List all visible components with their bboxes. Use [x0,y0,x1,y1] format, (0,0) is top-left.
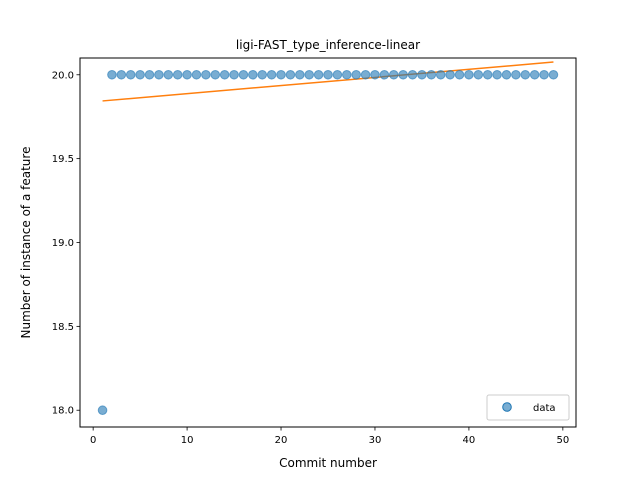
data-point [172,69,183,80]
x-tick-label: 50 [556,435,569,446]
y-tick-label: 18.0 [52,406,74,417]
data-point [492,69,502,80]
chart-title: ligi-FAST_type_inference-linear [236,38,420,52]
data-point [97,405,108,416]
data-point [445,69,455,80]
legend: data [486,394,570,421]
data-point [332,69,343,80]
data-point [323,69,333,80]
data-point [520,69,531,80]
data-point [285,69,296,80]
data-point [529,69,540,80]
data-point [407,69,418,80]
data-point [426,69,437,80]
x-tick-label: 30 [369,435,382,446]
data-point [276,69,286,80]
data-point [435,69,446,80]
data-point [417,69,427,80]
data-point [182,69,192,80]
data-point [501,69,512,80]
x-tick-label: 0 [90,435,96,446]
data-point [370,69,380,80]
data-point [266,69,277,80]
data-point [351,69,361,80]
data-point [464,69,474,80]
fit-line [102,61,554,102]
data-point [219,69,230,80]
data-point [144,69,155,80]
data-point [201,69,211,80]
legend-label-data: data [533,403,556,414]
data-point [388,69,399,80]
x-tick-label: 40 [463,435,476,446]
data-point [548,69,559,80]
plot-content [97,61,559,416]
x-tick-label: 20 [275,435,288,446]
data-point [360,69,371,80]
y-axis-ticks: 18.0 18.5 19.0 19.5 20.0 [52,70,80,417]
data-point [229,69,239,80]
data-point [257,69,268,80]
x-axis-ticks: 0 10 20 30 40 50 [90,427,569,446]
x-tick-label: 10 [181,435,194,446]
data-point [248,69,258,80]
data-point [304,69,315,80]
data-point [163,69,174,80]
data-point [295,69,305,80]
data-point [238,69,249,80]
y-tick-label: 19.5 [52,154,74,165]
data-point [154,69,164,80]
legend-marker-data [502,402,512,412]
data-point [454,69,465,80]
data-point [313,69,324,80]
legend-box [486,394,570,421]
data-point [398,69,408,80]
y-tick-label: 20.0 [52,70,74,81]
data-point [473,69,484,80]
x-axis-title: Commit number [279,456,377,470]
data-point [341,69,352,80]
data-point [191,69,202,80]
data-point [107,69,117,80]
data-point [135,69,145,80]
data-point [511,69,521,80]
y-tick-label: 18.5 [52,322,74,333]
y-axis-title: Number of instance of a feature [19,147,33,339]
data-point [379,69,390,80]
data-point [210,69,221,80]
y-tick-label: 19.0 [52,238,74,249]
data-point [125,69,136,80]
data-point [539,69,549,80]
data-point [116,69,127,80]
data-point [482,69,493,80]
